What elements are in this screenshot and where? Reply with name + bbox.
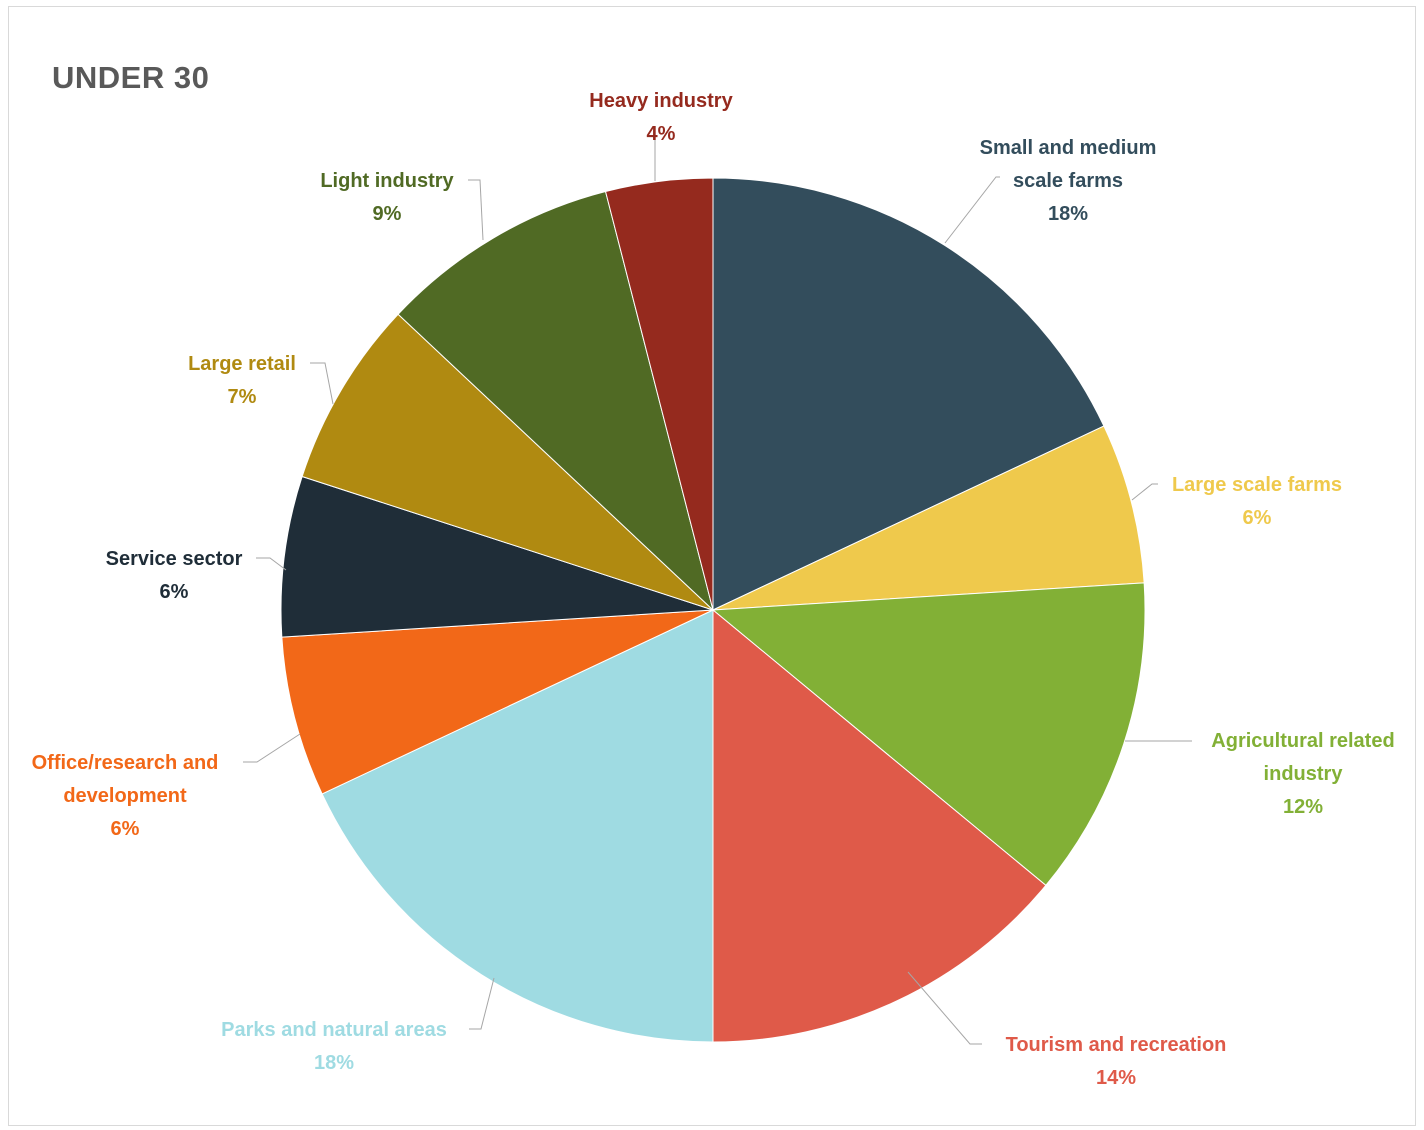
- pie-slice-tourism-and-recreation: [712, 608, 1047, 1043]
- pie-slice-large-retail: [301, 313, 714, 611]
- data-label-category: development: [63, 785, 187, 807]
- data-label-light-industry: Light industry 9%: [320, 170, 454, 225]
- chart-title: UNDER 30: [52, 60, 210, 95]
- data-label-category: Parks and natural areas: [221, 1019, 447, 1041]
- data-label-percent: 6%: [160, 581, 189, 603]
- pie-slice-light-industry: [397, 190, 714, 612]
- leader-line-office-research-and-development: [243, 733, 301, 763]
- data-label-heavy-industry: Heavy industry 4%: [589, 90, 733, 145]
- pie-slice-parks-and-natural-areas: [321, 609, 714, 1043]
- data-labels: Small and medium scale farms 18% Large scal…: [32, 90, 1395, 1089]
- pie-slices: [280, 177, 1146, 1043]
- pie-slice-agricultural-related-industry: [711, 582, 1146, 887]
- pie-slice-small-and-medium-scale-farms: [712, 177, 1105, 611]
- pie-slice-large-scale-farms: [712, 425, 1145, 611]
- data-label-category: Light industry: [320, 170, 454, 192]
- pie-slice-heavy-industry: [604, 177, 714, 611]
- data-label-category: Office/research and: [32, 752, 219, 774]
- data-label-category: Small and medium: [980, 137, 1157, 159]
- leader-line-tourism-and-recreation: [907, 971, 982, 1045]
- data-label-small-and-medium-scale-farms: Small and medium scale farms 18%: [980, 137, 1157, 225]
- data-label-percent: 12%: [1283, 796, 1323, 818]
- pie-slice-service-sector: [280, 475, 714, 638]
- data-label-percent: 18%: [314, 1052, 354, 1074]
- data-label-office-research-and-development: Office/research and development 6%: [32, 752, 219, 840]
- data-label-parks-and-natural-areas: Parks and natural areas 18%: [221, 1019, 447, 1074]
- data-label-category: Tourism and recreation: [1006, 1034, 1227, 1056]
- data-label-category: Agricultural related: [1211, 730, 1394, 752]
- data-label-percent: 7%: [228, 386, 257, 408]
- leader-line-large-scale-farms: [1131, 483, 1158, 501]
- data-label-percent: 4%: [647, 123, 676, 145]
- pie-slice-office-research-and-development: [281, 609, 714, 795]
- data-label-large-scale-farms: Large scale farms 6%: [1172, 474, 1342, 529]
- leader-line-small-and-medium-scale-farms: [944, 176, 1000, 244]
- data-label-category: Service sector: [106, 548, 243, 570]
- leader-line-large-retail: [310, 362, 334, 405]
- data-label-category: Heavy industry: [589, 90, 733, 112]
- data-label-percent: 18%: [1048, 203, 1088, 225]
- data-label-percent: 14%: [1096, 1067, 1136, 1089]
- data-label-agricultural-related-industry: Agricultural related industry 12%: [1211, 730, 1394, 818]
- data-label-category: scale farms: [1013, 170, 1123, 192]
- data-label-large-retail: Large retail 7%: [188, 353, 296, 408]
- data-label-category: industry: [1264, 763, 1344, 785]
- leader-line-parks-and-natural-areas: [469, 977, 495, 1030]
- data-label-category: Large scale farms: [1172, 474, 1342, 496]
- data-label-percent: 6%: [111, 818, 140, 840]
- data-label-tourism-and-recreation: Tourism and recreation 14%: [1006, 1034, 1227, 1089]
- data-label-category: Large retail: [188, 353, 296, 375]
- leader-line-light-industry: [468, 179, 484, 241]
- leader-line-service-sector: [256, 557, 287, 571]
- data-label-percent: 9%: [373, 203, 402, 225]
- leader-lines: [243, 138, 1192, 1045]
- data-label-service-sector: Service sector 6%: [106, 548, 243, 603]
- data-label-percent: 6%: [1243, 507, 1272, 529]
